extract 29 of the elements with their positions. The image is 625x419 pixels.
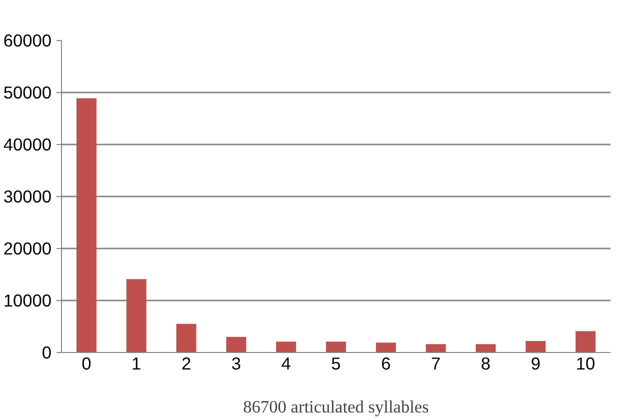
x-tick-label: 4	[281, 354, 292, 374]
x-tick-label: 1	[132, 354, 142, 374]
x-tick-label: 6	[381, 354, 391, 374]
x-tick-label: 8	[480, 354, 491, 374]
y-tick-label: 40000	[3, 134, 52, 154]
x-tick-label: 9	[530, 354, 540, 374]
bar	[376, 342, 396, 352]
bar	[176, 324, 196, 352]
x-axis-title: 86700 articulated syllables	[243, 398, 430, 416]
x-tick-label: 10	[576, 354, 596, 374]
y-tick-label: 20000	[3, 238, 52, 258]
y-tick-label: 30000	[3, 186, 52, 206]
bar	[576, 331, 596, 352]
x-tick-label: 5	[331, 354, 341, 374]
x-tick-label: 7	[431, 354, 441, 374]
bar	[526, 341, 546, 352]
y-tick-label: 10000	[3, 290, 52, 310]
bar	[276, 342, 296, 352]
x-tick-label: 2	[181, 354, 192, 374]
x-tick-label: 0	[82, 354, 92, 374]
bar	[476, 344, 496, 352]
x-tick-label: 3	[231, 354, 242, 374]
bar	[326, 342, 346, 352]
bar	[426, 344, 446, 352]
bar	[226, 336, 246, 352]
bar	[126, 279, 146, 352]
bar	[76, 98, 96, 352]
y-tick-label: 50000	[3, 82, 52, 102]
y-tick-label: 60000	[3, 30, 52, 50]
